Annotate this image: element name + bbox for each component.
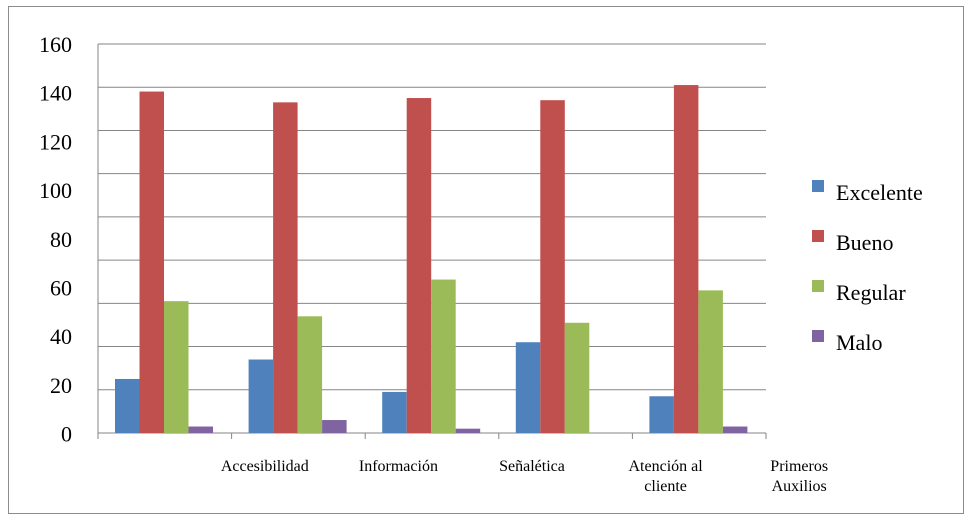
bar-regular-1 — [164, 301, 189, 433]
y-tick-label: 60 — [50, 276, 72, 301]
x-category-label: Auxilios — [772, 478, 827, 495]
x-category-label: Accesibilidad — [221, 458, 309, 475]
legend-swatch-malo — [812, 330, 824, 342]
legend-label-malo: Malo — [836, 330, 882, 355]
legend-swatch-bueno — [812, 230, 824, 242]
y-tick-label: 120 — [39, 129, 72, 154]
bar-bueno-2 — [273, 102, 298, 433]
y-tick-label: 80 — [50, 227, 72, 252]
y-tick-label: 40 — [50, 324, 72, 349]
x-category-label: Información — [359, 458, 438, 475]
bar-regular-4 — [564, 322, 590, 433]
bar-excelente-3 — [382, 391, 407, 433]
x-category-label: cliente — [644, 478, 687, 495]
bar-malo-3 — [455, 428, 481, 433]
bar-excelente-2 — [248, 359, 274, 433]
y-tick-label: 0 — [61, 422, 72, 447]
bar-regular-3 — [431, 279, 456, 433]
bar-bueno-4 — [540, 100, 565, 433]
legend-label-bueno: Bueno — [836, 230, 893, 255]
legend-label-excelente: Excelente — [836, 180, 923, 205]
legend-label-regular: Regular — [836, 280, 906, 305]
y-tick-label: 100 — [39, 178, 72, 203]
y-tick-label: 160 — [39, 32, 72, 57]
bar-malo-5 — [722, 426, 748, 433]
bar-regular-5 — [698, 290, 723, 433]
y-tick-label: 20 — [50, 373, 72, 398]
legend-swatch-regular — [812, 280, 824, 292]
x-category-label: Atención al — [628, 458, 703, 475]
bar-bueno-5 — [673, 85, 699, 434]
x-category-label: Primeros — [770, 458, 828, 475]
y-tick-label: 140 — [39, 81, 72, 106]
bar-regular-2 — [297, 316, 323, 433]
bar-bueno-3 — [406, 98, 432, 434]
bar-excelente-1 — [115, 378, 140, 433]
bar-bueno-1 — [139, 91, 164, 434]
bar-excelente-5 — [649, 396, 674, 433]
bar-malo-1 — [188, 426, 213, 433]
bar-malo-2 — [322, 420, 347, 433]
legend-swatch-excelente — [812, 180, 824, 192]
bar-excelente-4 — [515, 342, 541, 433]
x-category-label: Señalética — [499, 458, 565, 475]
